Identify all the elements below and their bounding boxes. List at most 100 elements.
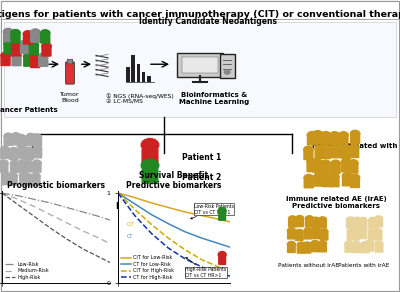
FancyBboxPatch shape [319,245,326,252]
FancyBboxPatch shape [24,179,32,186]
Circle shape [32,173,40,180]
FancyBboxPatch shape [29,47,38,55]
Circle shape [348,160,358,167]
FancyBboxPatch shape [345,246,352,252]
Medium-Risk [0,191,4,195]
Circle shape [350,144,359,151]
Low-Risk [81,210,86,214]
CIT for High-Risk [228,270,232,273]
CIT for High-Risk [200,258,204,262]
FancyBboxPatch shape [25,152,33,159]
Circle shape [312,217,320,223]
FancyBboxPatch shape [342,164,351,172]
FancyBboxPatch shape [321,151,330,159]
CIT for Low-Risk [216,218,221,221]
Circle shape [341,145,351,152]
FancyBboxPatch shape [353,222,361,228]
FancyBboxPatch shape [66,62,74,84]
Circle shape [20,40,30,47]
Circle shape [375,241,383,247]
Circle shape [288,228,296,234]
FancyBboxPatch shape [288,232,295,239]
CIT for Low-Risk [116,191,120,195]
FancyBboxPatch shape [33,165,41,172]
FancyBboxPatch shape [304,180,313,188]
Circle shape [24,53,33,60]
Text: High-Risk Patients
CIT vs CT HR>1: High-Risk Patients CIT vs CT HR>1 [185,258,226,278]
FancyBboxPatch shape [331,166,340,173]
Circle shape [353,217,361,223]
CT for High-Risk [228,274,232,278]
Line: Medium-Risk: Medium-Risk [2,193,110,244]
Circle shape [315,145,324,152]
Circle shape [346,217,354,223]
Low-Risk [108,218,112,222]
CIT for Low-Risk [200,214,204,217]
FancyBboxPatch shape [350,150,359,157]
High-Risk [32,215,37,218]
High-Risk [48,227,53,230]
FancyBboxPatch shape [296,234,303,241]
Circle shape [321,160,330,167]
FancyBboxPatch shape [349,165,358,173]
Circle shape [33,134,42,140]
FancyBboxPatch shape [17,140,26,147]
CT for Low-Risk [216,242,221,245]
Circle shape [141,159,159,172]
FancyBboxPatch shape [26,139,35,146]
High-Risk [0,191,4,195]
Circle shape [320,229,328,235]
Circle shape [359,227,367,233]
FancyBboxPatch shape [314,178,323,186]
Circle shape [42,43,51,50]
FancyBboxPatch shape [303,247,311,253]
FancyBboxPatch shape [4,22,396,117]
High-Risk [108,261,112,264]
FancyBboxPatch shape [352,234,359,240]
Circle shape [297,242,305,248]
Circle shape [313,159,322,166]
Circle shape [359,217,367,223]
Text: Neoantigens for patients with cancer immunotherapy (CIT) or conventional therapy: Neoantigens for patients with cancer imm… [0,10,400,19]
FancyBboxPatch shape [12,48,21,56]
Circle shape [304,174,314,181]
FancyBboxPatch shape [31,60,40,67]
FancyBboxPatch shape [320,234,328,240]
CIT for High-Risk [216,265,221,269]
Circle shape [30,29,40,36]
Circle shape [307,159,316,166]
Circle shape [24,174,33,180]
FancyBboxPatch shape [289,220,296,227]
CT for Low-Risk [183,230,188,234]
Text: ① NGS (RNA-seq/WES)
② LC-MS/MS: ① NGS (RNA-seq/WES) ② LC-MS/MS [106,93,174,105]
CT for Low-Risk [149,213,154,216]
Medium-Risk [64,221,69,225]
Circle shape [321,132,331,139]
FancyBboxPatch shape [32,178,40,185]
Circle shape [0,160,8,166]
Circle shape [218,207,226,214]
CIT for High-Risk [183,248,188,252]
FancyBboxPatch shape [41,35,50,43]
Text: immune related AE (irAE)
Predictive biomarkers: immune related AE (irAE) Predictive biom… [286,197,386,209]
FancyBboxPatch shape [323,179,332,187]
Circle shape [331,145,341,152]
FancyBboxPatch shape [219,255,226,264]
FancyBboxPatch shape [219,211,226,220]
FancyBboxPatch shape [33,139,42,146]
Circle shape [311,241,319,246]
Circle shape [304,146,313,153]
Circle shape [314,173,324,180]
Low-Risk [97,215,102,218]
Text: CT: CT [127,234,133,239]
Circle shape [224,70,230,74]
Circle shape [330,173,339,180]
Circle shape [38,53,48,60]
FancyBboxPatch shape [346,222,354,228]
CIT for High-Risk [116,191,120,195]
Circle shape [347,229,355,235]
CIT for Low-Risk [132,196,137,199]
Circle shape [318,217,326,223]
Circle shape [369,218,377,223]
Circle shape [305,216,313,222]
